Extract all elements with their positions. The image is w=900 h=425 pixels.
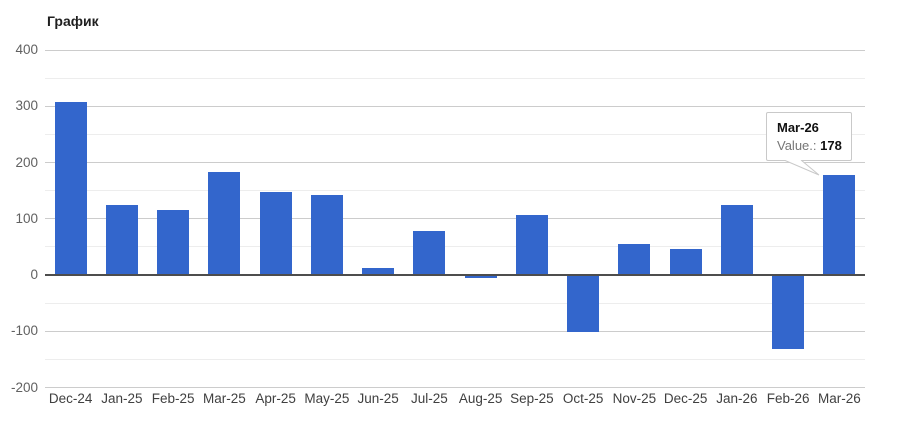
- y-tick-label: 300: [15, 98, 38, 114]
- bar-sep-25[interactable]: [515, 214, 548, 275]
- x-tick-label: Aug-25: [458, 391, 503, 406]
- y-gridline-major: [45, 330, 865, 332]
- bar-mar-26[interactable]: [823, 174, 856, 275]
- x-tick-label: Mar-25: [202, 391, 246, 406]
- tooltip-title: Mar-26: [777, 120, 819, 135]
- y-gridline-minor: [45, 358, 865, 360]
- tooltip-label: Value.:: [777, 138, 817, 153]
- bar-jan-26[interactable]: [720, 204, 753, 275]
- y-gridline-minor: [45, 302, 865, 304]
- x-tick-label: Dec-24: [48, 391, 93, 406]
- x-tick-label: Jan-26: [716, 391, 758, 406]
- bar-may-25[interactable]: [310, 194, 343, 275]
- tooltip: Mar-26 Value.: 178: [766, 112, 852, 176]
- x-tick-label: Oct-25: [562, 391, 604, 406]
- y-gridline-major: [45, 387, 865, 388]
- bar-mar-25[interactable]: [208, 171, 241, 275]
- chart-title: График: [47, 13, 99, 29]
- x-tick-label: Jun-25: [357, 391, 399, 406]
- x-tick-label: Sep-25: [510, 391, 554, 406]
- tooltip-value: 178: [820, 138, 842, 153]
- y-tick-label: 100: [15, 210, 38, 226]
- x-tick-label: Apr-25: [255, 391, 296, 406]
- y-gridline-minor: [45, 133, 865, 135]
- y-gridline-major: [45, 162, 865, 163]
- bar-jul-25[interactable]: [413, 231, 446, 275]
- y-tick-label: 200: [15, 154, 38, 170]
- bar-feb-26[interactable]: [772, 275, 805, 350]
- tooltip-value-row: Value.: 178: [777, 137, 851, 155]
- bar-jun-25[interactable]: [362, 267, 395, 275]
- y-tick-label: 400: [15, 42, 38, 57]
- y-tick-label: -100: [10, 323, 38, 339]
- x-tick-label: Jul-25: [410, 391, 448, 406]
- bar-feb-25[interactable]: [157, 209, 190, 275]
- zero-baseline: [45, 274, 865, 276]
- y-gridline-major: [45, 49, 865, 51]
- x-tick-label: Feb-26: [766, 391, 810, 406]
- x-tick-label: Feb-25: [151, 391, 195, 406]
- y-tick-label: 0: [30, 267, 38, 282]
- bar-nov-25[interactable]: [618, 244, 651, 275]
- bar-aug-25[interactable]: [464, 275, 497, 279]
- y-gridline-major: [45, 218, 865, 220]
- x-tick-label: Mar-26: [817, 391, 861, 406]
- bar-jan-25[interactable]: [105, 205, 138, 275]
- bar-oct-25[interactable]: [567, 275, 600, 333]
- x-tick-label: May-25: [304, 391, 350, 406]
- y-gridline-minor: [45, 190, 865, 192]
- y-gridline-minor: [45, 77, 865, 79]
- y-tick-label: -200: [10, 379, 38, 395]
- x-tick-label: Nov-25: [612, 391, 657, 406]
- y-gridline-minor: [45, 246, 865, 248]
- x-tick-label: Dec-25: [663, 391, 708, 406]
- bar-apr-25[interactable]: [259, 192, 292, 275]
- x-tick-label: Jan-25: [101, 391, 143, 406]
- y-gridline-major: [45, 105, 865, 107]
- bar-dec-24[interactable]: [54, 101, 87, 275]
- bar-dec-25[interactable]: [669, 249, 702, 275]
